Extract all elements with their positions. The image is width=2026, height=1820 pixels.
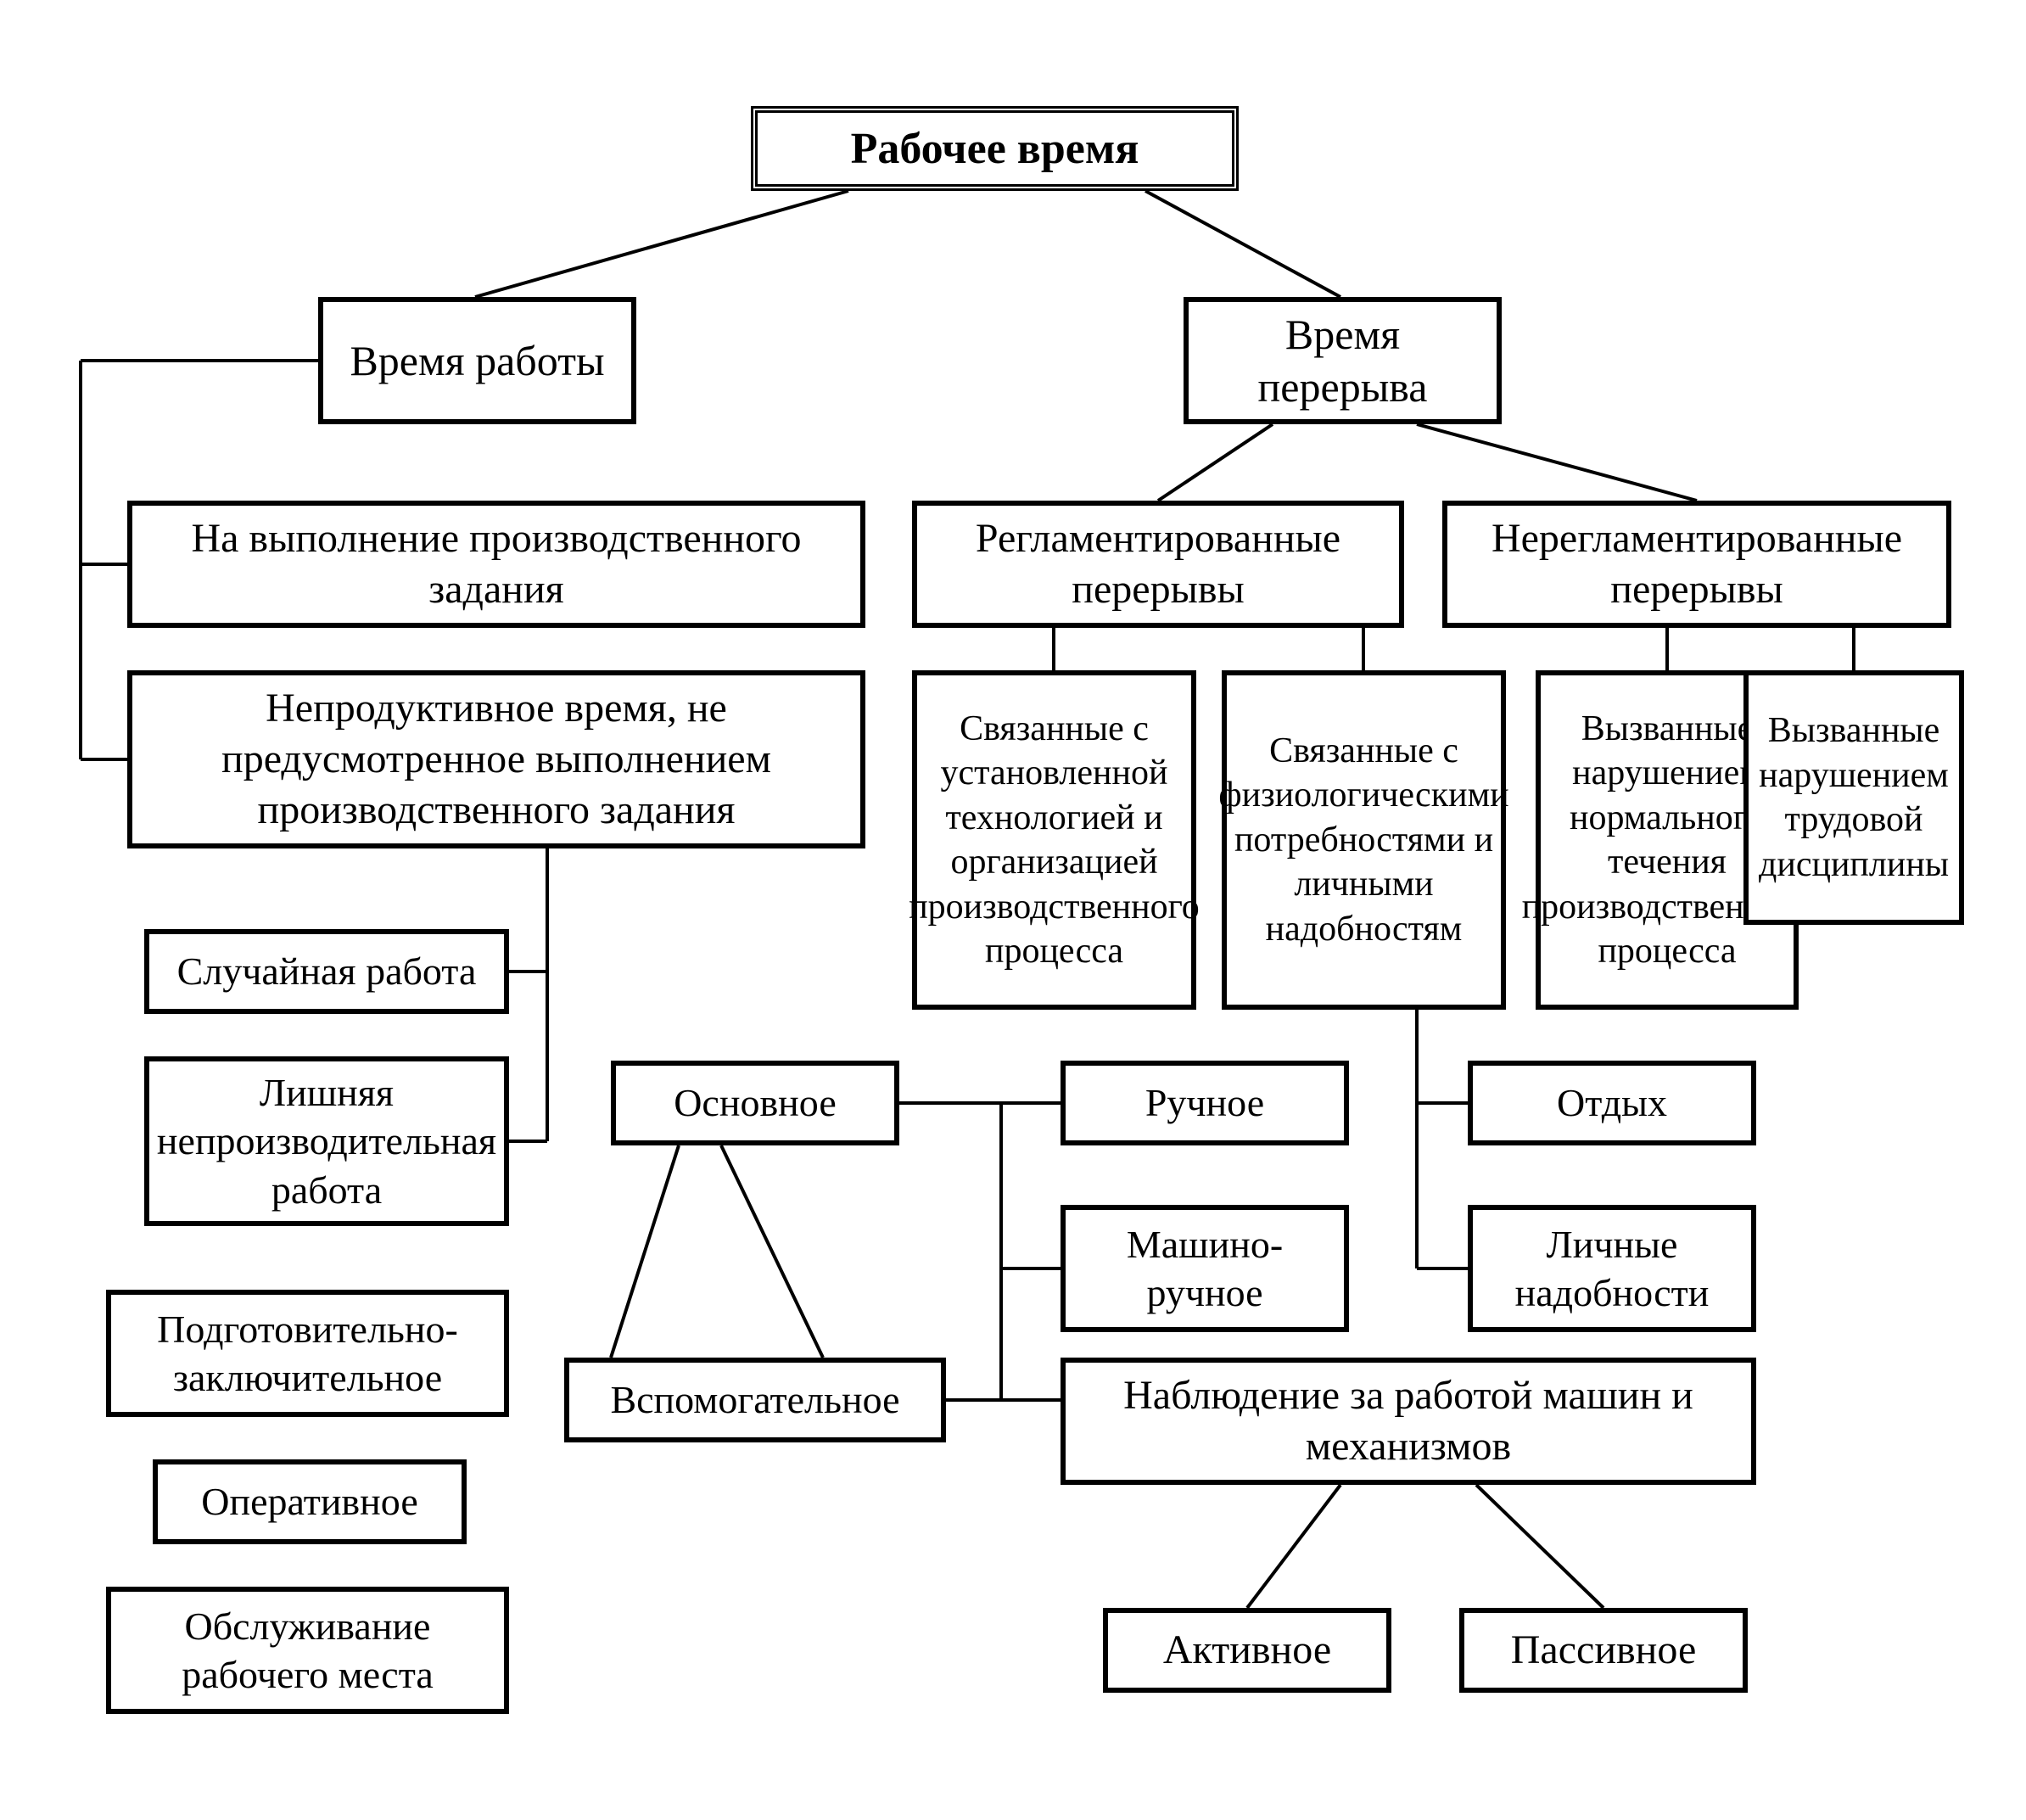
node-personal_needs: Личные надобности [1468, 1205, 1756, 1332]
node-auxiliary: Вспомогательное [564, 1358, 946, 1442]
node-unreg_breaks: Нерегламентированные перерывы [1442, 501, 1951, 628]
node-prod_task: На выполнение производственного задания [127, 501, 865, 628]
node-random_work: Случайная работа [144, 929, 509, 1014]
node-prep_final: Подготовительно-заключительное [106, 1290, 509, 1417]
node-discipline: Вызванные нарушением трудовой дисциплины [1743, 670, 1964, 925]
node-phys_breaks: Связанные с физиологическими потребностя… [1222, 670, 1506, 1010]
node-active: Активное [1103, 1608, 1391, 1693]
node-nonprod_time: Непродуктивное время, не предусмотренное… [127, 670, 865, 848]
node-rest: Отдых [1468, 1061, 1756, 1145]
node-main: Основное [611, 1061, 899, 1145]
node-tech_breaks: Связанные с установленной технологией и … [912, 670, 1196, 1010]
node-root: Рабочее время [751, 106, 1239, 191]
node-waste_work: Лишняя непроизводительная работа [144, 1056, 509, 1226]
node-work_time: Время работы [318, 297, 636, 424]
node-operative: Оперативное [153, 1459, 467, 1544]
node-machine_manual: Машино-ручное [1061, 1205, 1349, 1332]
node-reg_breaks: Регламентированные перерывы [912, 501, 1404, 628]
node-passive: Пассивное [1459, 1608, 1748, 1693]
node-workplace_maint: Обслуживание рабочего места [106, 1587, 509, 1714]
node-break_time: Время перерыва [1184, 297, 1502, 424]
flowchart-canvas: Рабочее время Время работы Время перерыва Н… [0, 0, 2026, 1820]
node-manual: Ручное [1061, 1061, 1349, 1145]
node-observation: Наблюдение за работой машин и механизмов [1061, 1358, 1756, 1485]
